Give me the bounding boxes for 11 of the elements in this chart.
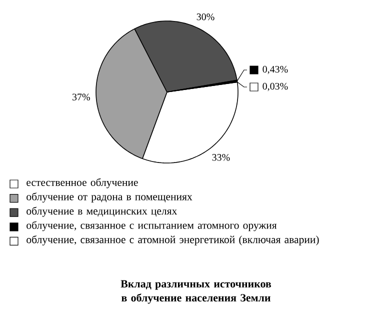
legend-label: естественное облучение (26, 178, 138, 188)
legend-label: облучение от радона в помещениях (26, 192, 192, 203)
legend-label: облучение в медицинских целях (26, 206, 178, 217)
data-label: 37% (72, 94, 90, 100)
text: Вклад различных источников в облучение населения Земли (120, 280, 272, 304)
legend-label: облучение, связанное с атомной энергетикой (включая аварии) (26, 235, 319, 246)
data-label: 30% (196, 14, 214, 20)
data-label: 0,43% (262, 66, 288, 74)
data-label: 33% (212, 154, 230, 161)
data-label: 0,03% (262, 82, 288, 92)
legend-label: облучение, связанное с испытанием атомного оружия (26, 221, 277, 232)
